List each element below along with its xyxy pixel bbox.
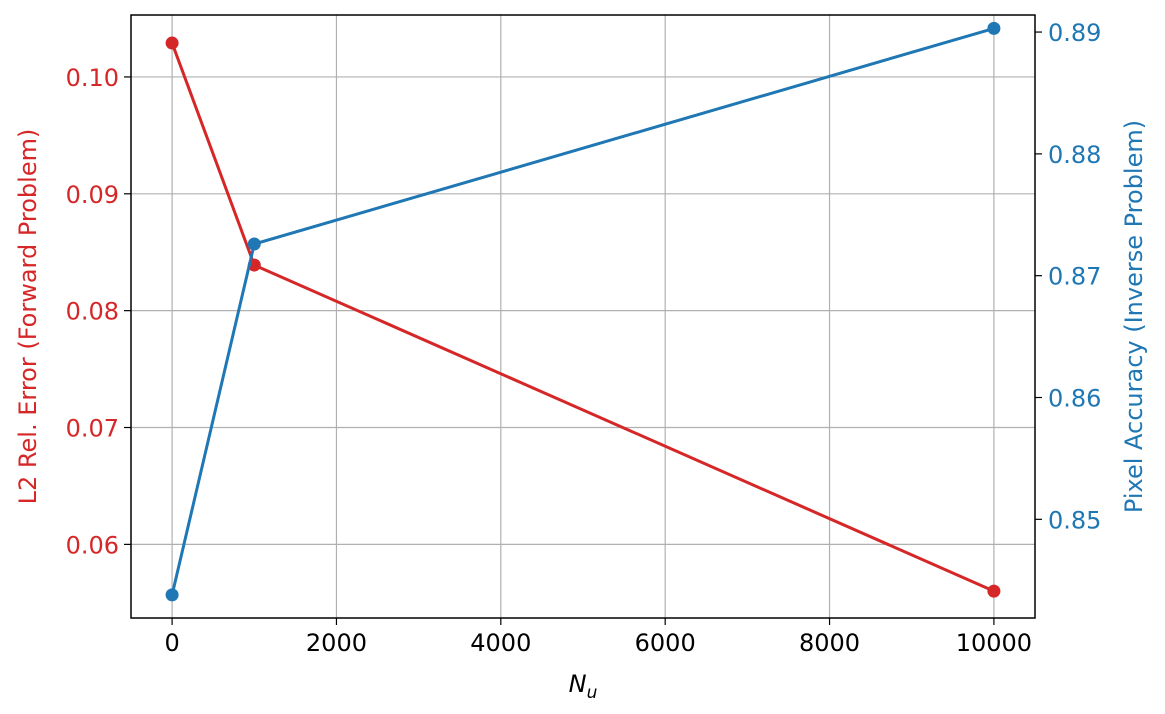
data-point-right	[987, 21, 1001, 35]
series-layer	[165, 21, 1001, 602]
data-point-right	[247, 237, 261, 251]
left-y-tick-label: 0.08	[66, 298, 119, 326]
right-y-tick-label: 0.87	[1048, 263, 1101, 291]
series-line-right	[170, 26, 995, 596]
right-y-tick-label: 0.86	[1048, 385, 1101, 413]
right-y-axis: 0.85 0.86 0.87 0.88 0.89	[1035, 19, 1101, 534]
left-y-tick-label: 0.09	[66, 181, 119, 209]
data-point-right	[165, 588, 179, 602]
x-tick-label: 6000	[635, 629, 696, 657]
left-y-axis: 0.06 0.07 0.08 0.09 0.10	[66, 64, 131, 559]
x-tick-label: 4000	[470, 629, 531, 657]
x-axis: 0 2000 4000 6000 8000 10000	[164, 618, 1032, 657]
left-y-tick-label: 0.06	[66, 531, 119, 559]
left-y-axis-label: L2 Rel. Error (Forward Problem)	[14, 129, 42, 505]
x-tick-label: 8000	[799, 629, 860, 657]
grid	[131, 15, 1035, 618]
right-y-tick-label: 0.89	[1048, 19, 1101, 47]
data-point-left	[987, 584, 1001, 598]
right-y-axis-label: Pixel Accuracy (Inverse Problem)	[1120, 120, 1148, 513]
left-y-tick-label: 0.10	[66, 64, 119, 92]
data-point-left	[165, 36, 179, 50]
x-tick-label: 0	[164, 629, 179, 657]
series-line-left	[170, 42, 995, 593]
x-tick-label: 10000	[956, 629, 1032, 657]
right-y-tick-label: 0.85	[1048, 506, 1101, 534]
x-axis-label: Nu	[569, 670, 598, 703]
left-y-tick-label: 0.07	[66, 415, 119, 443]
x-tick-label: 2000	[306, 629, 367, 657]
right-y-tick-label: 0.88	[1048, 141, 1101, 169]
plot-frame	[130, 14, 1036, 619]
